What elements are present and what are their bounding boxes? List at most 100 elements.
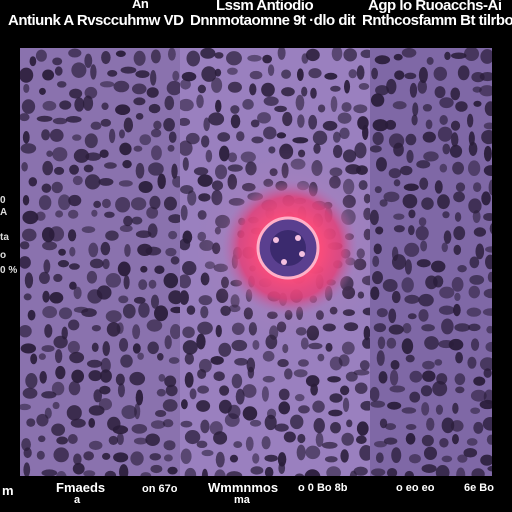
tissue-pore xyxy=(468,141,478,156)
tissue-pore xyxy=(88,418,96,428)
tissue-pore xyxy=(165,247,177,257)
tissue-pore xyxy=(422,131,436,143)
tissue-pore xyxy=(463,48,480,62)
tissue-pore xyxy=(354,142,367,159)
tissue-pore xyxy=(257,112,271,124)
tissue-pore xyxy=(123,117,134,133)
tissue-pore xyxy=(482,416,492,431)
tissue-pore xyxy=(420,240,428,252)
header: An Antiunk A Rvsccuhmw VD Lssm Antiodio … xyxy=(0,0,512,44)
tissue-pore xyxy=(405,433,416,445)
tissue-pore xyxy=(74,97,85,112)
tissue-pore xyxy=(455,352,463,364)
tissue-pore xyxy=(483,145,492,162)
tissue-pore xyxy=(470,407,481,414)
tissue-pore xyxy=(471,468,485,476)
tissue-pore xyxy=(353,104,368,114)
tissue-pore xyxy=(393,53,403,61)
tissue-pore xyxy=(99,385,111,395)
tissue-pore xyxy=(197,84,207,94)
tissue-pore xyxy=(68,263,80,270)
tissue-pore xyxy=(180,79,191,90)
micrograph-panel-right xyxy=(370,48,492,476)
tissue-pore xyxy=(43,259,51,274)
tissue-pore xyxy=(210,356,224,365)
sidebar-label-e: 0 % xyxy=(0,265,18,276)
tissue-pore xyxy=(468,323,481,332)
tissue-pore xyxy=(51,423,66,436)
tissue-pore xyxy=(102,198,111,209)
tissue-pore xyxy=(42,160,54,176)
tissue-pore xyxy=(358,82,370,90)
tissue-pore xyxy=(297,114,305,128)
hotspot-speck xyxy=(295,235,301,241)
tissue-pore xyxy=(90,64,97,80)
tissue-pore xyxy=(180,98,194,112)
tissue-pore xyxy=(227,81,242,93)
tissue-pore xyxy=(442,143,451,155)
tissue-pore xyxy=(84,174,101,190)
tissue-pore xyxy=(102,341,110,356)
tissue-pore xyxy=(437,126,453,142)
tissue-pore xyxy=(353,369,370,376)
tissue-pore xyxy=(295,94,305,111)
tissue-pore xyxy=(163,273,179,289)
tissue-pore xyxy=(227,152,238,163)
header-small-label: An xyxy=(132,0,149,11)
tissue-pore xyxy=(154,410,167,418)
tissue-pore xyxy=(168,131,177,143)
tissue-pore xyxy=(58,307,73,320)
tissue-pore xyxy=(262,54,273,64)
tissue-pore xyxy=(145,433,160,446)
tissue-pore xyxy=(267,64,275,76)
tissue-pore xyxy=(356,165,368,176)
tissue-pore xyxy=(124,244,131,257)
tissue-pore xyxy=(229,454,239,463)
tissue-pore xyxy=(233,441,243,449)
tissue-pore xyxy=(370,386,380,402)
tissue-pore xyxy=(181,399,188,410)
tissue-pore xyxy=(197,174,213,187)
tissue-pore xyxy=(457,65,470,81)
tissue-pore xyxy=(149,195,161,210)
tissue-pore xyxy=(356,65,365,80)
tissue-pore xyxy=(454,373,466,386)
tissue-pore xyxy=(235,388,245,405)
tissue-pore xyxy=(433,66,448,81)
tissue-pore xyxy=(457,454,468,463)
tissue-pore xyxy=(96,285,112,300)
tissue-pore xyxy=(113,80,130,93)
tissue-pore xyxy=(484,101,492,117)
tissue-pore xyxy=(91,209,98,217)
tissue-pore xyxy=(113,452,129,463)
tissue-pore xyxy=(70,418,86,428)
tissue-pore xyxy=(278,388,290,401)
tissue-pore xyxy=(473,227,487,237)
tissue-pore xyxy=(264,414,277,431)
tissue-pore xyxy=(483,165,492,176)
tissue-pore xyxy=(196,333,206,350)
tissue-pore xyxy=(182,157,189,171)
tissue-pore xyxy=(54,349,63,364)
tissue-pore xyxy=(370,209,379,226)
tissue-pore xyxy=(35,49,47,62)
tissue-pore xyxy=(90,121,102,130)
tissue-pore xyxy=(120,354,133,368)
tissue-pore xyxy=(104,211,115,218)
hotspot-speck xyxy=(273,237,279,243)
tissue-pore xyxy=(200,419,210,434)
tissue-pore xyxy=(435,404,444,415)
tissue-pore xyxy=(355,435,367,445)
tissue-pore xyxy=(409,454,421,464)
tissue-pore xyxy=(118,337,129,352)
tissue-pore xyxy=(479,85,492,97)
tissue-pore xyxy=(170,256,180,265)
tissue-pore xyxy=(218,342,232,357)
tissue-pore xyxy=(105,310,122,323)
tissue-pore xyxy=(100,118,112,127)
tissue-pore xyxy=(41,345,55,353)
tissue-pore xyxy=(483,212,492,221)
tissue-pore xyxy=(467,113,474,128)
tissue-pore xyxy=(374,55,391,65)
tissue-pore xyxy=(487,271,492,283)
